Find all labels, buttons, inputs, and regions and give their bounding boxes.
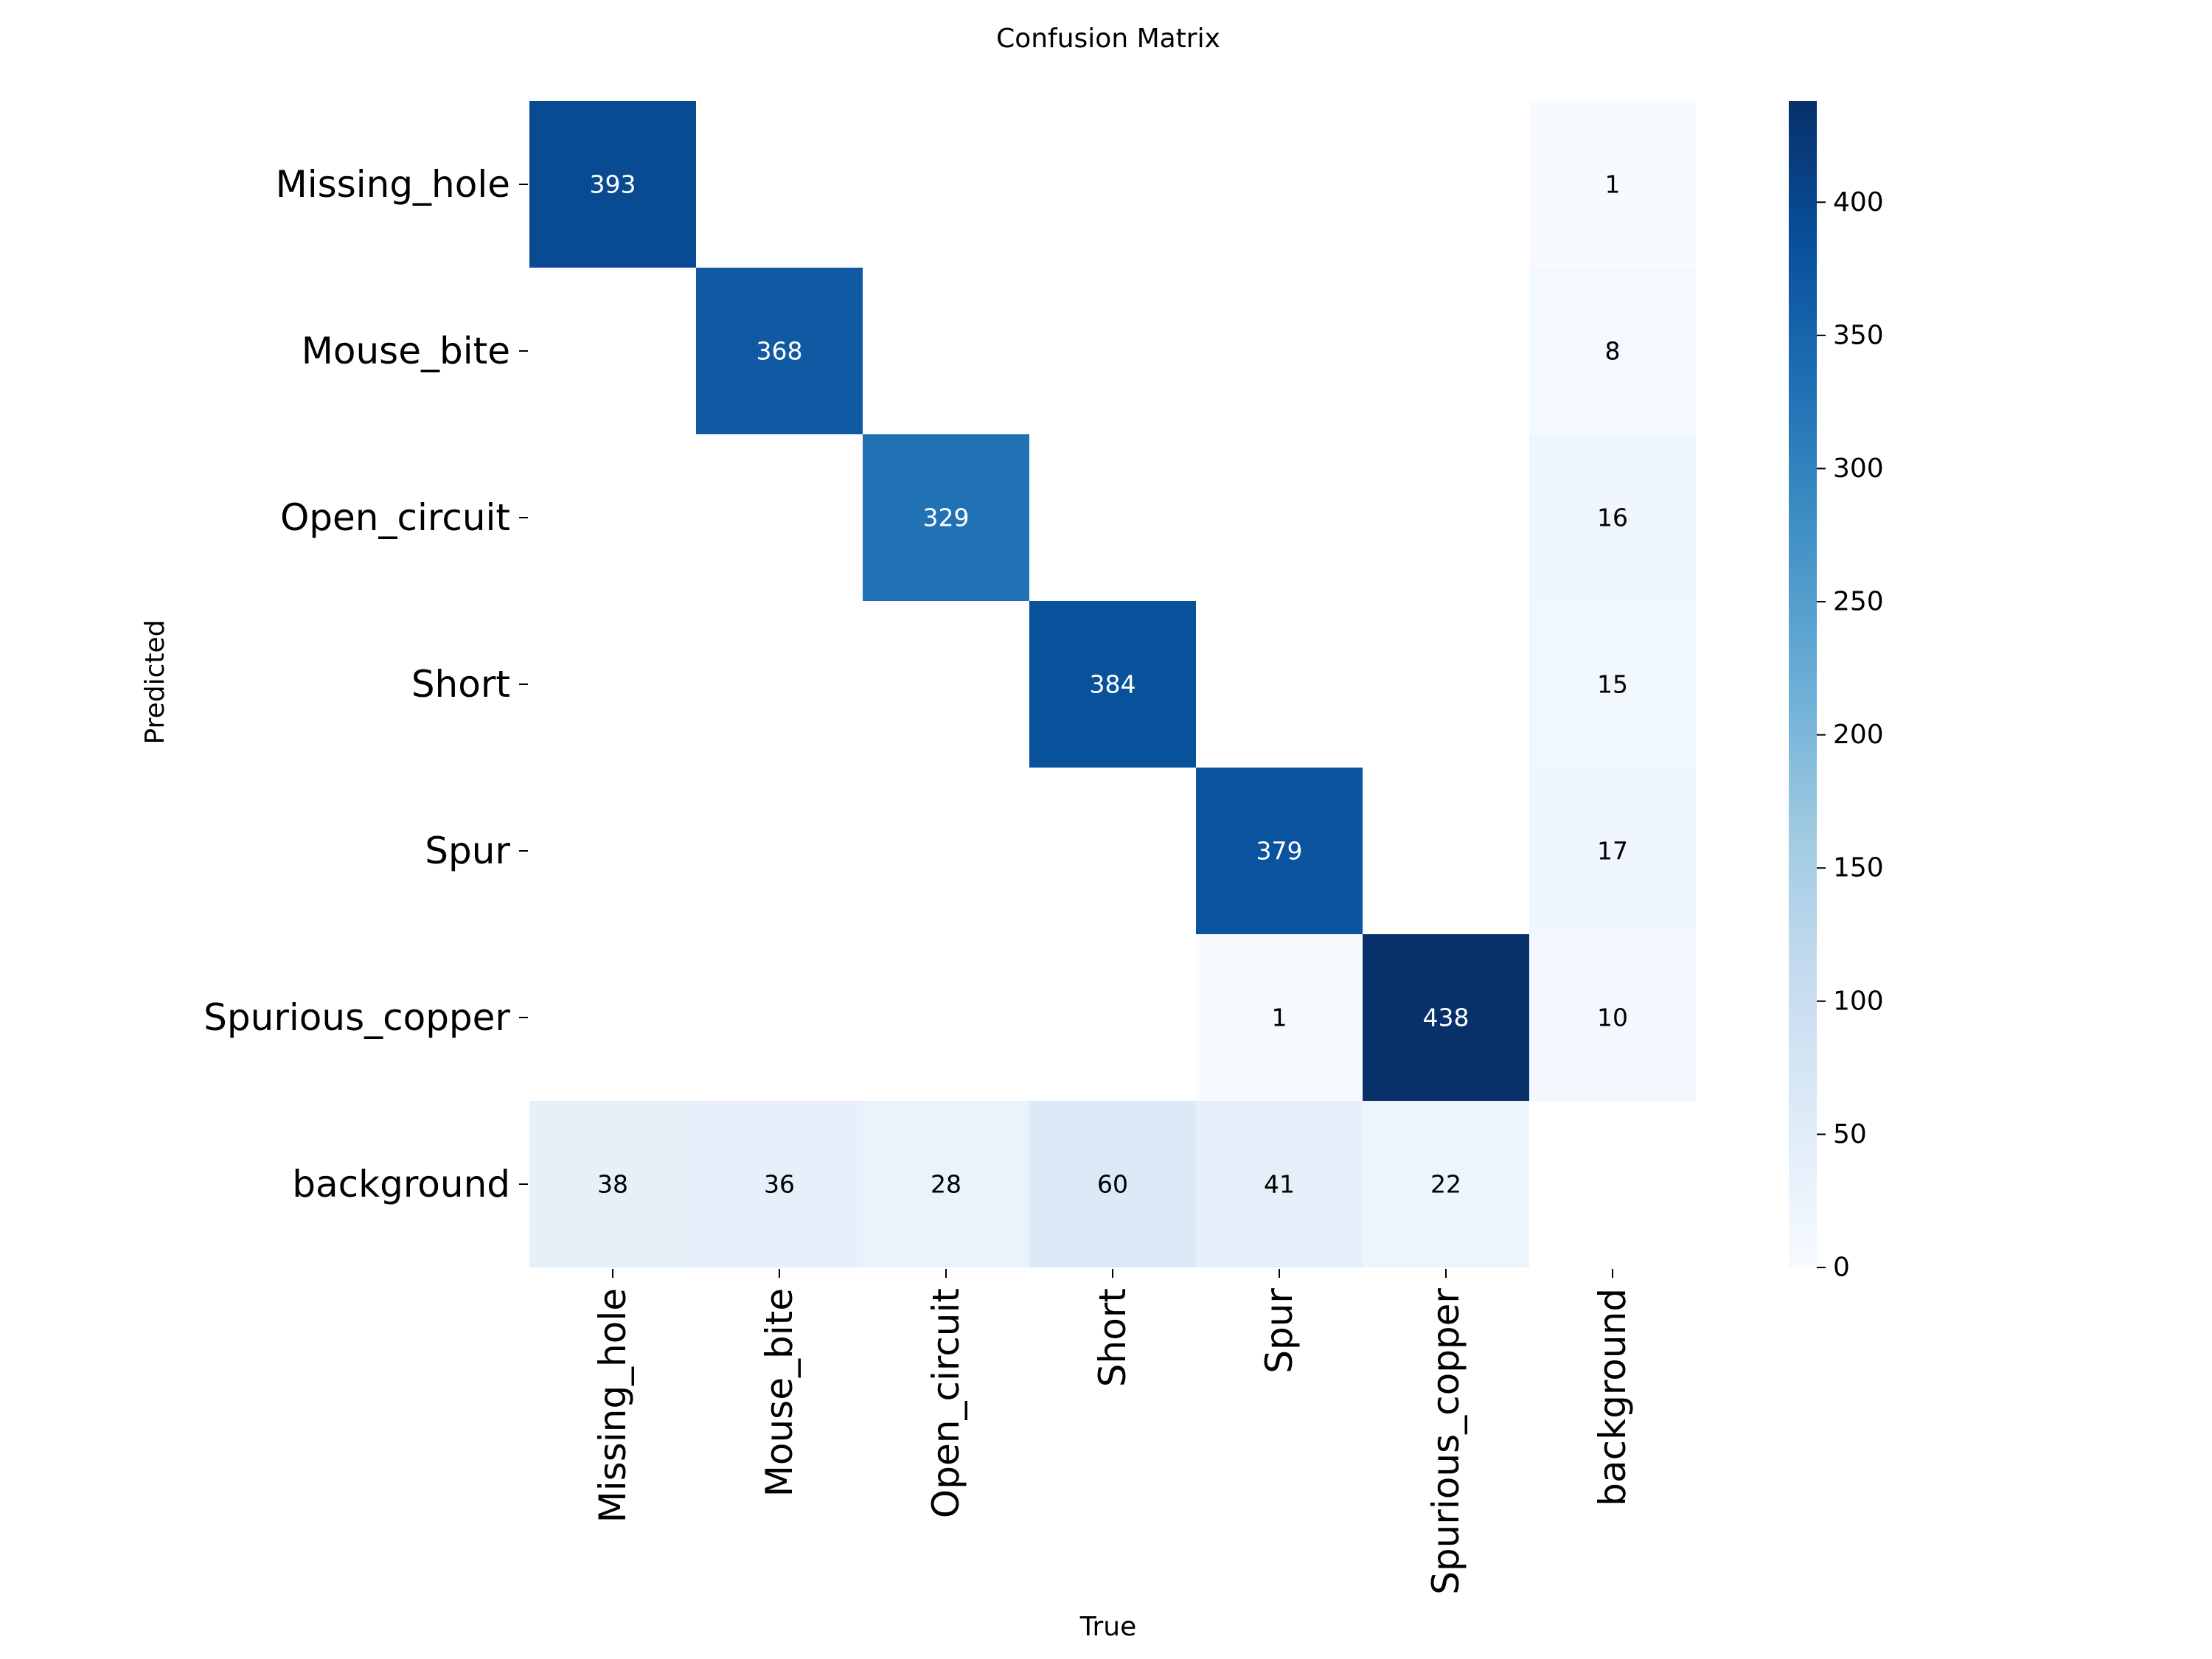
y-tick-label: Spur (425, 830, 510, 872)
colorbar-tick-label: 100 (1833, 986, 1884, 1016)
heatmap-cell (1196, 1101, 1363, 1267)
y-tick-label: Mouse_bite (302, 330, 510, 372)
colorbar-tick-label: 250 (1833, 587, 1884, 617)
colorbar: 0 50 100 150 200 250 300 350 400 (1789, 101, 1884, 1283)
x-tick-label: Spurious_copper (1425, 1288, 1467, 1595)
x-axis-ticks: Missing_hole Mouse_bite Open_circuit Short S… (591, 1269, 1634, 1595)
heatmap-cell (1529, 934, 1696, 1101)
cell-value-label: 368 (757, 337, 803, 366)
x-tick-label: Short (1091, 1288, 1134, 1387)
y-axis-ticks: Missing_hole Mouse_bite Open_circuit Short S… (204, 163, 528, 1206)
heatmap-cell-labels: 393 1 368 8 329 16 384 15 379 17 1 438 10 38 36 28 60 41 2… (590, 170, 1629, 1199)
heatmap-cell (1529, 101, 1696, 268)
x-axis-title: True (1079, 1612, 1136, 1642)
cell-value-label: 28 (931, 1170, 961, 1199)
cell-value-label: 329 (923, 504, 970, 532)
y-axis-title: Predicted (140, 620, 170, 745)
cell-value-label: 384 (1090, 670, 1136, 699)
cell-value-label: 393 (590, 170, 636, 199)
colorbar-tick-label: 200 (1833, 720, 1884, 750)
cell-value-label: 438 (1423, 1004, 1470, 1032)
chart-title: Confusion Matrix (996, 24, 1220, 54)
x-tick-label: Spur (1258, 1288, 1301, 1374)
cell-value-label: 41 (1264, 1170, 1295, 1199)
y-tick-label: Missing_hole (276, 163, 510, 206)
cell-value-label: 1 (1605, 170, 1621, 199)
cell-value-label: 10 (1597, 1004, 1628, 1032)
heatmap-cell (529, 1101, 696, 1267)
cell-value-label: 60 (1097, 1170, 1128, 1199)
heatmap-cell (1196, 768, 1363, 934)
colorbar-tick-label: 50 (1833, 1119, 1867, 1150)
heatmap-cell (1529, 434, 1696, 601)
colorbar-tick-label: 150 (1833, 853, 1884, 883)
heatmap-cell (1029, 1101, 1196, 1267)
y-tick-label: Short (411, 663, 510, 706)
cell-value-label: 38 (597, 1170, 628, 1199)
colorbar-tick-label: 400 (1833, 187, 1884, 218)
cell-value-label: 15 (1597, 670, 1628, 699)
cell-value-label: 379 (1256, 837, 1303, 866)
heatmap-cell (1529, 601, 1696, 768)
heatmap-cells (529, 101, 1696, 1267)
heatmap-cell (1363, 934, 1529, 1101)
cell-value-label: 1 (1272, 1004, 1287, 1032)
cell-value-label: 17 (1597, 837, 1628, 866)
cell-value-label: 16 (1597, 504, 1628, 532)
heatmap-cell (1529, 768, 1696, 934)
heatmap-cell (1529, 268, 1696, 434)
colorbar-tick-label: 300 (1833, 453, 1884, 484)
y-tick-label: Spurious_copper (204, 996, 510, 1039)
x-tick-label: Missing_hole (591, 1288, 634, 1523)
heatmap-cell (1196, 934, 1363, 1101)
heatmap-cell (696, 1101, 863, 1267)
x-tick-label: background (1591, 1288, 1634, 1506)
y-tick-label: Open_circuit (280, 496, 510, 539)
heatmap-cell (529, 101, 696, 268)
colorbar-tick-label: 0 (1833, 1253, 1850, 1283)
heatmap-cell (1029, 601, 1196, 768)
cell-value-label: 22 (1430, 1170, 1461, 1199)
heatmap-cell (863, 434, 1029, 601)
heatmap-cell (863, 1101, 1029, 1267)
cell-value-label: 8 (1605, 337, 1621, 366)
heatmap-cell (696, 268, 863, 434)
heatmap-cell (1363, 1101, 1529, 1267)
colorbar-tick-label: 350 (1833, 320, 1884, 350)
colorbar-gradient (1789, 101, 1817, 1267)
x-tick-label: Mouse_bite (758, 1288, 801, 1497)
cell-value-label: 36 (764, 1170, 795, 1199)
x-tick-label: Open_circuit (925, 1288, 967, 1518)
y-tick-label: background (292, 1163, 510, 1206)
